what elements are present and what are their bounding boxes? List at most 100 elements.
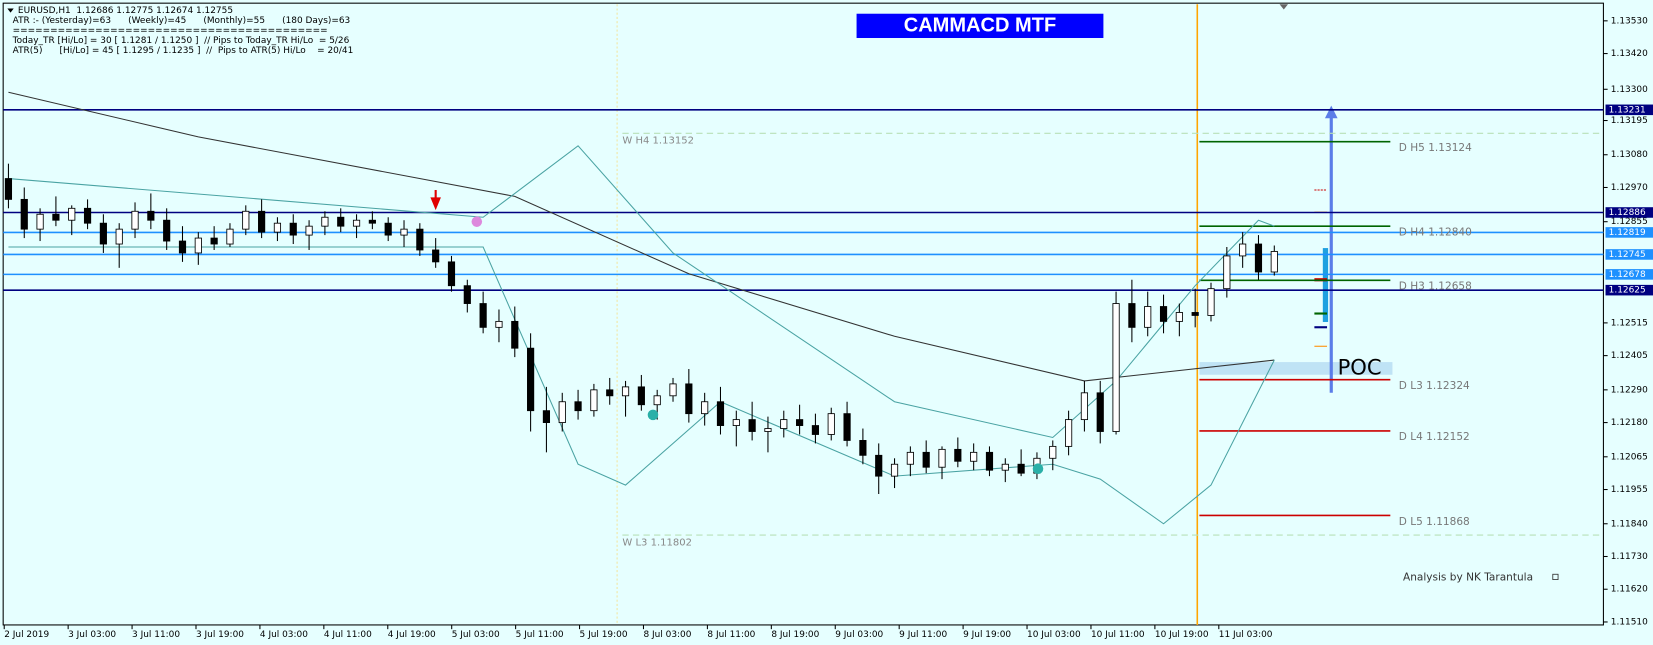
candle-body <box>811 425 820 435</box>
candle-body <box>701 401 709 415</box>
candle-body <box>685 383 693 415</box>
title-box <box>856 13 1104 39</box>
candle-body <box>99 222 107 245</box>
candle-body <box>843 413 851 441</box>
candle-body <box>242 210 250 230</box>
candle-body <box>764 428 772 432</box>
candle-body <box>1239 243 1247 257</box>
candle-body <box>558 401 566 424</box>
candle-body <box>352 219 361 227</box>
candle-body <box>732 419 740 426</box>
y-tick-label: 1.13530 <box>1611 16 1648 26</box>
target-arrow-head <box>1324 105 1338 119</box>
y-tick-label: 1.13420 <box>1611 49 1648 59</box>
candle-body <box>115 228 123 245</box>
y-tick-label: 1.11730 <box>1611 552 1648 562</box>
candle-body <box>875 454 883 477</box>
candle-body <box>368 219 376 224</box>
candle-body <box>1096 392 1104 432</box>
candle-body <box>52 213 60 221</box>
x-tick-label: 5 Jul 03:00 <box>452 630 500 640</box>
daily-pivot-label: D H3 1.12658 <box>1399 281 1472 293</box>
signal-dot <box>647 409 659 421</box>
candle-body <box>906 451 914 465</box>
y-tick-label: 1.13080 <box>1611 150 1648 160</box>
y-tick-label: 1.12515 <box>1611 318 1648 328</box>
candle-body <box>859 440 867 456</box>
daily-pivot-label: D H5 1.13124 <box>1399 142 1472 154</box>
x-tick-label: 3 Jul 19:00 <box>196 630 244 640</box>
candle-body <box>1001 463 1009 471</box>
candle-body <box>273 222 282 233</box>
candle-body <box>1270 251 1278 273</box>
y-tick-label: 1.12290 <box>1611 385 1648 395</box>
candle-body <box>527 347 535 412</box>
candle-body <box>890 463 899 477</box>
candle-body <box>463 285 471 304</box>
candle-body <box>748 419 756 432</box>
x-tick-label: 8 Jul 19:00 <box>771 630 819 640</box>
y-tick-label: 1.11840 <box>1611 519 1648 529</box>
y-tick-label: 1.11620 <box>1611 585 1648 595</box>
price-box <box>1605 269 1653 280</box>
x-tick-label: 9 Jul 19:00 <box>963 630 1011 640</box>
candle-body <box>4 178 13 200</box>
candle-body <box>337 216 345 227</box>
x-tick-label: 10 Jul 11:00 <box>1091 630 1145 640</box>
candle-body <box>1207 288 1215 316</box>
x-tick-label: 4 Jul 11:00 <box>324 630 372 640</box>
y-tick-label: 1.11955 <box>1611 485 1648 495</box>
candle-body <box>83 207 92 224</box>
candle-body <box>1191 312 1199 316</box>
poc-zone <box>1199 362 1393 375</box>
x-tick-label: 5 Jul 19:00 <box>580 630 628 640</box>
candle-body <box>1223 255 1231 290</box>
y-tick-label: 1.13195 <box>1611 116 1648 126</box>
candle-body <box>1144 306 1152 328</box>
price-box-label: 1.12625 <box>1609 286 1646 296</box>
candle-body <box>653 395 661 406</box>
y-tick-label: 1.12065 <box>1611 452 1648 462</box>
poc-label: POC <box>1338 354 1382 379</box>
chart-title: CAMMACD MTF <box>904 15 1056 37</box>
candle-body <box>194 237 202 254</box>
header-line: ATR :- (Yesterday)=63 (Weekly)=45 (Month… <box>13 16 351 26</box>
candle-body <box>1254 243 1263 273</box>
price-box-label: 1.12678 <box>1609 270 1646 280</box>
candle-body <box>922 451 930 468</box>
candle-body <box>637 386 645 406</box>
price-box <box>1605 207 1653 218</box>
candle-body <box>511 320 519 349</box>
candle-body <box>827 413 835 435</box>
range-bar <box>1322 248 1329 322</box>
y-tick-label: 1.12405 <box>1611 351 1648 361</box>
daily-pivot-label: D L5 1.11868 <box>1399 516 1470 528</box>
candle-body <box>1065 419 1073 447</box>
shift-marker <box>1279 4 1289 10</box>
candle-body <box>1128 303 1136 328</box>
candle-body <box>416 228 424 251</box>
x-tick-label: 2 Jul 2019 <box>4 630 49 640</box>
price-box-label: 1.12886 <box>1609 208 1646 218</box>
candle-body <box>447 261 456 287</box>
candle-body <box>590 389 598 412</box>
candle-body <box>1080 392 1089 421</box>
header-line: EURUSD,H1 1.12686 1.12775 1.12674 1.1275… <box>18 6 233 16</box>
candle-body <box>606 389 614 397</box>
candle-body <box>258 210 266 233</box>
candle-body <box>669 383 677 397</box>
header-marker <box>7 8 14 13</box>
price-box-label: 1.13231 <box>1609 105 1646 115</box>
candle-body <box>970 451 978 462</box>
candle-body <box>36 213 44 230</box>
x-tick-label: 10 Jul 19:00 <box>1155 630 1209 640</box>
weekly-pivot-label: W L3 1.11802 <box>622 537 692 548</box>
x-tick-label: 3 Jul 03:00 <box>68 630 116 640</box>
price-box <box>1605 227 1653 238</box>
x-tick-label: 8 Jul 11:00 <box>707 630 755 640</box>
price-box <box>1605 249 1653 260</box>
plot-frame <box>2 2 1604 626</box>
header-line: ATR(5) [Hi/Lo] = 45 [ 1.1295 / 1.1235 ] … <box>13 46 354 56</box>
